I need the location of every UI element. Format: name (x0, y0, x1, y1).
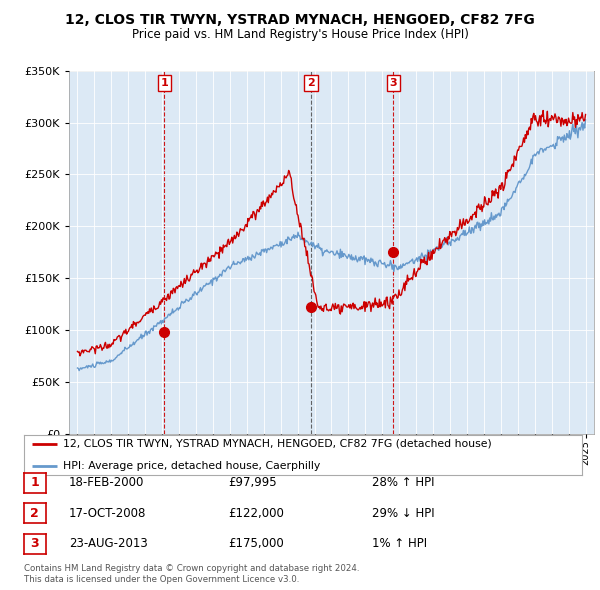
Text: 3: 3 (31, 537, 39, 550)
Text: This data is licensed under the Open Government Licence v3.0.: This data is licensed under the Open Gov… (24, 575, 299, 584)
Text: 3: 3 (389, 78, 397, 88)
Text: 1: 1 (160, 78, 168, 88)
Text: 1: 1 (31, 476, 39, 489)
Text: £97,995: £97,995 (228, 476, 277, 489)
Text: £175,000: £175,000 (228, 537, 284, 550)
Text: 1% ↑ HPI: 1% ↑ HPI (372, 537, 427, 550)
Text: Contains HM Land Registry data © Crown copyright and database right 2024.: Contains HM Land Registry data © Crown c… (24, 565, 359, 573)
Text: 17-OCT-2008: 17-OCT-2008 (69, 507, 146, 520)
Text: 28% ↑ HPI: 28% ↑ HPI (372, 476, 434, 489)
Text: 18-FEB-2000: 18-FEB-2000 (69, 476, 145, 489)
Text: 29% ↓ HPI: 29% ↓ HPI (372, 507, 434, 520)
Text: 12, CLOS TIR TWYN, YSTRAD MYNACH, HENGOED, CF82 7FG: 12, CLOS TIR TWYN, YSTRAD MYNACH, HENGOE… (65, 13, 535, 27)
Text: 12, CLOS TIR TWYN, YSTRAD MYNACH, HENGOED, CF82 7FG (detached house): 12, CLOS TIR TWYN, YSTRAD MYNACH, HENGOE… (63, 438, 492, 448)
Text: HPI: Average price, detached house, Caerphilly: HPI: Average price, detached house, Caer… (63, 461, 320, 471)
Text: Price paid vs. HM Land Registry's House Price Index (HPI): Price paid vs. HM Land Registry's House … (131, 28, 469, 41)
Text: 2: 2 (31, 507, 39, 520)
Text: 23-AUG-2013: 23-AUG-2013 (69, 537, 148, 550)
Text: £122,000: £122,000 (228, 507, 284, 520)
Text: 2: 2 (307, 78, 315, 88)
